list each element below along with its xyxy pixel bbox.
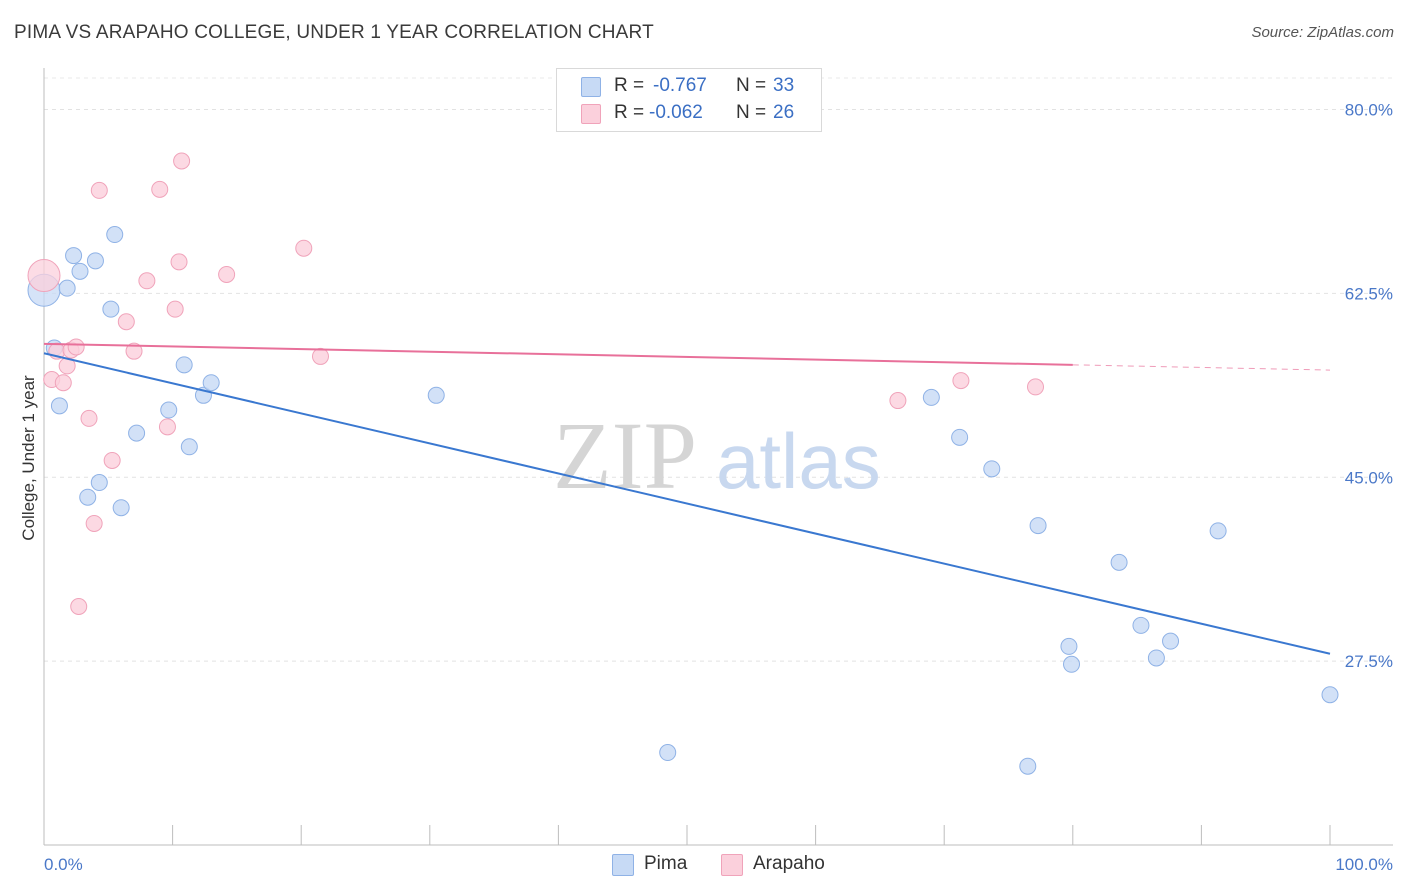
pima-legend-swatch bbox=[612, 854, 634, 876]
arapaho-point bbox=[117, 313, 135, 331]
pima-point bbox=[951, 428, 969, 446]
pima-point bbox=[180, 438, 198, 456]
pima-point bbox=[106, 226, 124, 244]
x-tick-label-max: 100.0% bbox=[1335, 855, 1393, 874]
pima-point bbox=[659, 744, 677, 762]
arapaho-point bbox=[27, 259, 61, 293]
pima-point bbox=[58, 279, 76, 297]
arapaho-n-value: 26 bbox=[773, 102, 795, 123]
pima-point bbox=[1019, 757, 1037, 775]
pima-point bbox=[112, 499, 130, 517]
y-tick-label: 80.0% bbox=[1345, 101, 1393, 120]
arapaho-point bbox=[295, 239, 313, 257]
trend-lines bbox=[43, 342, 1331, 655]
arapaho-legend-label: Arapaho bbox=[753, 853, 825, 874]
arapaho-point bbox=[85, 514, 103, 532]
y-tick-label: 45.0% bbox=[1345, 468, 1393, 487]
y-tick-labels: 27.5% 45.0% 62.5% 80.0% bbox=[1345, 101, 1393, 672]
arapaho-point bbox=[80, 409, 98, 427]
pima-swatch bbox=[581, 77, 601, 97]
arapaho-point bbox=[158, 418, 176, 436]
pima-point bbox=[427, 386, 445, 404]
pima-point bbox=[50, 397, 68, 415]
arapaho-point bbox=[1027, 378, 1045, 396]
pima-point bbox=[71, 262, 89, 280]
arapaho-point bbox=[70, 597, 88, 615]
y-tick-label: 62.5% bbox=[1345, 284, 1393, 303]
pima-point bbox=[1162, 632, 1180, 650]
pima-legend-label: Pima bbox=[644, 853, 688, 874]
watermark-zip: ZIP bbox=[553, 402, 697, 509]
arapaho-point bbox=[138, 272, 156, 290]
pima-n-label: N = bbox=[736, 75, 767, 96]
x-tick-label-min: 0.0% bbox=[44, 855, 83, 874]
chart-title: PIMA VS ARAPAHO COLLEGE, UNDER 1 YEAR CO… bbox=[14, 22, 654, 43]
pima-point bbox=[160, 401, 178, 419]
pima-point bbox=[1110, 553, 1128, 571]
pima-point bbox=[1060, 637, 1078, 655]
pima-point bbox=[922, 388, 940, 406]
pima-r-label: R = bbox=[614, 75, 645, 96]
pima-point bbox=[1029, 517, 1047, 535]
watermark-atlas: atlas bbox=[716, 417, 881, 505]
arapaho-point bbox=[103, 451, 121, 469]
y-tick-label: 27.5% bbox=[1345, 652, 1393, 671]
pima-point bbox=[65, 247, 83, 265]
arapaho-point bbox=[67, 338, 85, 356]
arapaho-point bbox=[889, 392, 907, 410]
arapaho-r-value: -0.062 bbox=[649, 102, 703, 123]
arapaho-point bbox=[125, 342, 143, 360]
arapaho-r-label: R = bbox=[614, 102, 645, 123]
arapaho-point bbox=[151, 180, 169, 198]
arapaho-legend-swatch bbox=[721, 854, 743, 876]
arapaho-n-label: N = bbox=[736, 102, 767, 123]
pima-point bbox=[1209, 522, 1227, 540]
arapaho-point bbox=[166, 300, 184, 318]
arapaho-point bbox=[218, 265, 236, 283]
pima-point bbox=[983, 460, 1001, 478]
arapaho-swatch bbox=[581, 104, 601, 124]
arapaho-point bbox=[90, 181, 108, 199]
pima-point bbox=[90, 474, 108, 492]
arapaho-point bbox=[170, 253, 188, 271]
arapaho-trend-line bbox=[43, 342, 1073, 366]
pima-point bbox=[86, 252, 104, 270]
y-axis-title: College, Under 1 year bbox=[19, 375, 38, 541]
pima-n-value: 33 bbox=[773, 75, 795, 96]
pima-point bbox=[1321, 686, 1339, 704]
pima-point bbox=[79, 488, 97, 506]
arapaho-point bbox=[173, 152, 191, 170]
pima-point bbox=[1147, 649, 1165, 667]
gridlines bbox=[44, 77, 1393, 662]
arapaho-points bbox=[27, 152, 1045, 615]
arapaho-point bbox=[54, 374, 72, 392]
arapaho-trend-line-dashed bbox=[1072, 364, 1331, 371]
pima-point bbox=[1132, 616, 1150, 634]
arapaho-point bbox=[952, 372, 970, 390]
pima-trend-line bbox=[43, 352, 1331, 655]
pima-point bbox=[128, 424, 146, 442]
watermark: ZIP atlas bbox=[553, 402, 881, 509]
stats-legend: R = -0.767 N = 33 R = -0.062 N = 26 bbox=[556, 68, 822, 132]
pima-r-value: -0.767 bbox=[653, 75, 707, 96]
pima-point bbox=[175, 356, 193, 374]
arapaho-point bbox=[311, 347, 329, 365]
pima-point bbox=[102, 300, 120, 318]
pima-point bbox=[1063, 655, 1081, 673]
source-label: Source: ZipAtlas.com bbox=[1251, 24, 1394, 41]
axes bbox=[43, 68, 1393, 846]
pima-point bbox=[202, 374, 220, 392]
